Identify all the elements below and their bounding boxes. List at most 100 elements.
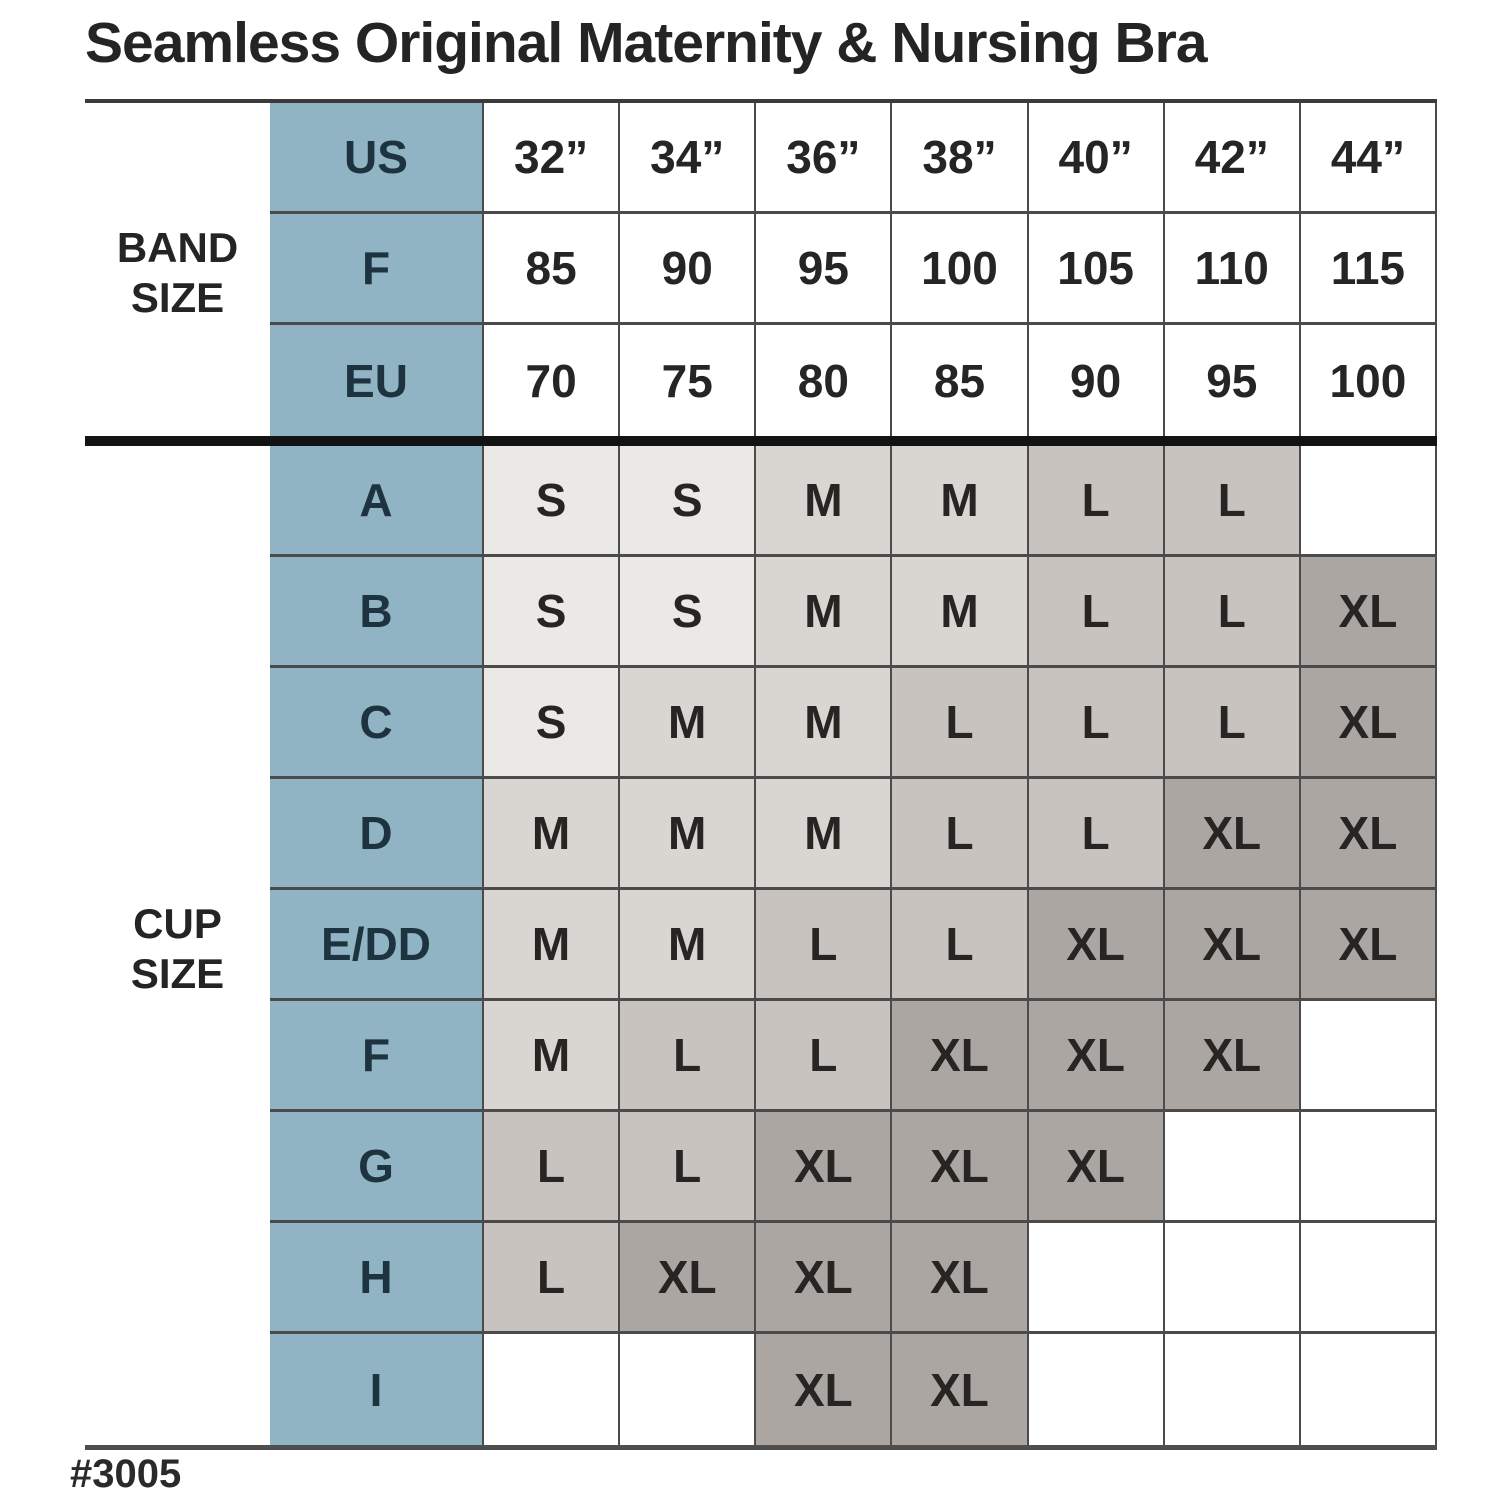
band-size-cell: 105 <box>1028 214 1165 325</box>
band-size-cell: 32” <box>484 103 621 214</box>
cup-size-cell: S <box>620 446 757 557</box>
band-row-label: US <box>270 103 484 214</box>
cup-size-cell: M <box>484 1001 621 1112</box>
table-row-f-band: F 85 90 95 100 105 110 115 <box>85 214 1437 325</box>
label-column-spacer <box>85 1223 270 1334</box>
cup-size-cell: XL <box>756 1112 893 1223</box>
cup-size-cell: S <box>484 557 621 668</box>
cup-size-cell: M <box>756 446 893 557</box>
page-title: Seamless Original Maternity & Nursing Br… <box>85 11 1208 75</box>
cup-size-cell: XL <box>1028 1112 1165 1223</box>
cup-row-label: A <box>270 446 484 557</box>
size-chart-table: US 32” 34” 36” 38” 40” 42” 44” F 85 90 9… <box>85 99 1437 1450</box>
band-size-cell: 95 <box>1164 325 1301 436</box>
band-size-header: BAND SIZE <box>116 224 239 321</box>
cup-size-cell <box>620 1334 757 1445</box>
cup-size-cell: L <box>620 1001 757 1112</box>
cup-size-cell: XL <box>756 1223 893 1334</box>
cup-size-cell: XL <box>620 1223 757 1334</box>
cup-size-cell <box>1300 1112 1437 1223</box>
cup-size-cell: L <box>620 1112 757 1223</box>
cup-size-cell: M <box>756 779 893 890</box>
band-row-label: F <box>270 214 484 325</box>
label-column-spacer <box>85 103 270 214</box>
cup-size-cell: XL <box>1028 890 1165 1001</box>
table-row-cup-a: A S S M M L L <box>85 446 1437 557</box>
band-size-cell: 100 <box>1300 325 1437 436</box>
label-column-spacer <box>85 325 270 436</box>
table-row-cup-g: G L L XL XL XL <box>85 1112 1437 1223</box>
cup-size-cell <box>1164 1112 1301 1223</box>
table-row-cup-h: H L XL XL XL <box>85 1223 1437 1334</box>
cup-size-cell: S <box>484 668 621 779</box>
cup-size-cell: XL <box>1300 668 1437 779</box>
label-column-spacer <box>85 446 270 557</box>
cup-size-cell: XL <box>1164 1001 1301 1112</box>
cup-size-cell: L <box>1028 557 1165 668</box>
label-column-spacer <box>85 668 270 779</box>
band-size-cell: 115 <box>1300 214 1437 325</box>
band-size-cell: 40” <box>1028 103 1165 214</box>
cup-size-cell: L <box>756 890 893 1001</box>
label-column-spacer <box>85 1112 270 1223</box>
table-row-cup-f: F M L L XL XL XL <box>85 1001 1437 1112</box>
band-row-label: EU <box>270 325 484 436</box>
band-size-cell: 85 <box>892 325 1029 436</box>
cup-size-cell: XL <box>892 1112 1029 1223</box>
cup-row-label: G <box>270 1112 484 1223</box>
cup-size-cell <box>1028 1334 1165 1445</box>
band-size-cell: 80 <box>756 325 893 436</box>
label-column-spacer <box>85 557 270 668</box>
cup-row-label: D <box>270 779 484 890</box>
cup-size-cell: XL <box>1164 779 1301 890</box>
cup-size-cell: M <box>484 890 621 1001</box>
label-column-spacer <box>85 214 270 325</box>
table-row-cup-i: I XL XL <box>85 1334 1437 1445</box>
cup-size-cell: M <box>756 668 893 779</box>
cup-size-cell: XL <box>892 1223 1029 1334</box>
cup-size-cell: XL <box>1300 779 1437 890</box>
cup-size-cell: L <box>484 1223 621 1334</box>
cup-size-cell: XL <box>1028 1001 1165 1112</box>
label-column-spacer <box>85 1001 270 1112</box>
cup-size-cell: M <box>620 779 757 890</box>
cup-size-cell: XL <box>1300 557 1437 668</box>
table-row-cup-b: B S S M M L L XL <box>85 557 1437 668</box>
cup-size-cell: XL <box>1300 890 1437 1001</box>
band-size-cell: 75 <box>620 325 757 436</box>
table-row-cup-edd: E/DD M M L L XL XL XL <box>85 890 1437 1001</box>
cup-size-cell: L <box>1028 779 1165 890</box>
cup-size-cell <box>1300 1001 1437 1112</box>
cup-size-cell: XL <box>892 1001 1029 1112</box>
band-size-cell: 70 <box>484 325 621 436</box>
label-column-spacer <box>85 1334 270 1445</box>
band-size-cell: 100 <box>892 214 1029 325</box>
cup-size-cell: M <box>892 446 1029 557</box>
table-row-cup-c: C S M M L L L XL <box>85 668 1437 779</box>
cup-size-cell: L <box>892 668 1029 779</box>
product-code: #3005 <box>70 1452 182 1496</box>
cup-size-cell: L <box>484 1112 621 1223</box>
cup-size-header: CUP SIZE <box>130 899 225 997</box>
band-size-cell: 85 <box>484 214 621 325</box>
cup-size-cell: L <box>892 779 1029 890</box>
cup-size-cell: L <box>1164 557 1301 668</box>
cup-size-cell: L <box>756 1001 893 1112</box>
band-size-cell: 38” <box>892 103 1029 214</box>
band-size-cell: 44” <box>1300 103 1437 214</box>
cup-size-cell: XL <box>892 1334 1029 1445</box>
cup-size-cell: L <box>1028 446 1165 557</box>
cup-size-cell: L <box>1164 668 1301 779</box>
cup-size-cell: M <box>620 890 757 1001</box>
label-column-spacer <box>85 890 270 1001</box>
cup-size-cell: L <box>1028 668 1165 779</box>
cup-size-cell: XL <box>756 1334 893 1445</box>
table-row-cup-d: D M M M L L XL XL <box>85 779 1437 890</box>
cup-size-cell: S <box>620 557 757 668</box>
cup-size-cell: M <box>756 557 893 668</box>
cup-size-cell <box>1300 1334 1437 1445</box>
band-size-cell: 34” <box>620 103 757 214</box>
cup-row-label: H <box>270 1223 484 1334</box>
cup-size-cell: M <box>892 557 1029 668</box>
cup-size-cell: L <box>1164 446 1301 557</box>
